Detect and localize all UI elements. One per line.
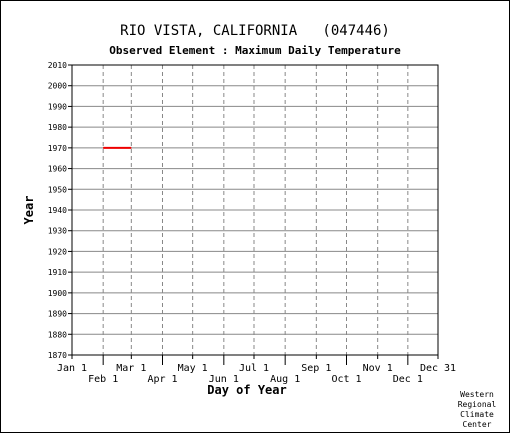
x-tick-label: Sep 1 [301,363,331,374]
y-axis-label: Year [22,196,36,225]
y-tick-label: 1980 [48,123,67,132]
x-tick-label: Oct 1 [331,374,361,385]
y-tick-label: 1950 [48,185,67,194]
y-tick-label: 2000 [48,82,67,91]
x-tick-label: Dec 1 [393,374,423,385]
y-tick-label: 1890 [48,310,67,319]
chart-subtitle: Observed Element : Maximum Daily Tempera… [109,44,401,57]
y-tick-label: 1870 [48,351,67,360]
credit-line: Center [462,420,492,429]
y-tick-label: 1910 [48,268,67,277]
x-tick-label: Mar 1 [116,363,146,374]
y-tick-label: 1990 [48,102,67,111]
y-axis-ticks: 1870 1880 1890 1900 1910 1920 1930 1940 1950 1960… [48,61,72,360]
y-tick-label: 1880 [48,330,67,339]
x-tick-label: Jul 1 [239,363,269,374]
credit-line: Climate [460,410,494,419]
grid-layer [72,64,438,356]
y-tick-label: 1930 [48,227,67,236]
x-tick-label: May 1 [178,363,208,374]
credit-line: Western [460,390,494,399]
x-tick-label: Apr 1 [147,374,177,385]
y-tick-label: 1960 [48,165,67,174]
x-tick-label: Nov 1 [363,363,393,374]
x-tick-label: Dec 31 [420,363,456,374]
y-tick-label: 2010 [48,61,67,70]
y-tick-label: 1920 [48,247,67,256]
x-tick-label: Feb 1 [88,374,118,385]
credit-line: Regional [457,400,497,409]
x-tick-label: Jan 1 [57,363,87,374]
chart-title: RIO VISTA, CALIFORNIA (047446) [120,23,390,39]
x-tick-label: Jun 1 [209,374,239,385]
y-tick-label: 1940 [48,206,67,215]
y-tick-label: 1970 [48,144,67,153]
x-axis-label: Day of Year [207,383,286,397]
x-tick-label: Aug 1 [270,374,300,385]
x-axis-ticks: Jan 1 Mar 1 May 1 Jul 1 Sep 1 Nov 1 Dec 31 Feb … [57,355,456,385]
credit-block: Western Regional Climate Center [452,390,502,430]
y-tick-label: 1900 [48,289,67,298]
